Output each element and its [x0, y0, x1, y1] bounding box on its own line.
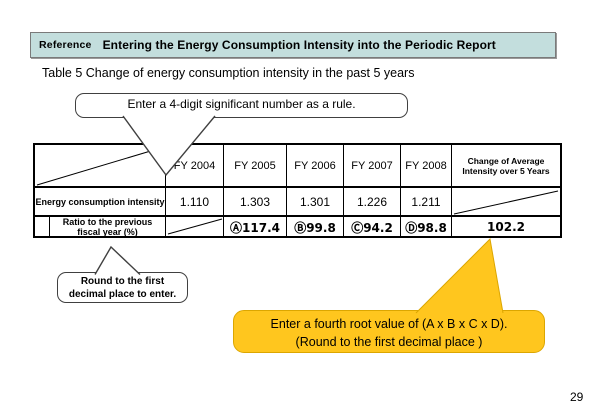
col-header-fy2007: FY 2007 [344, 145, 401, 188]
col-header-change: Change of Average Intensity over 5 Years [452, 145, 560, 188]
callout-fourth-root: Enter a fourth root value of (A x B x C … [233, 310, 545, 353]
intensity-fy2005: 1.303 [224, 188, 287, 217]
intensity-change-blank [452, 188, 560, 217]
ratio-fy2004-blank [166, 217, 224, 237]
page-number: 29 [570, 390, 584, 404]
ratio-fy2008: Ⓓ98.8 [401, 217, 452, 237]
intensity-table: FY 2004 FY 2005 FY 2006 FY 2007 FY 2008 … [33, 143, 562, 238]
callout-round-line1: Round to the first [80, 276, 165, 287]
callout-significant-digits: Enter a 4-digit significant number as a … [75, 93, 408, 118]
intensity-fy2004: 1.110 [166, 188, 224, 217]
ratio-fy2006: Ⓑ99.8 [287, 217, 344, 237]
table-caption: Table 5 Change of energy consumption int… [42, 66, 415, 80]
row-label-ratio-cell: Ratio to the previous fiscal year (%) [35, 217, 166, 237]
callout-fourth-root-line1: Enter a fourth root value of (A x B x C … [270, 317, 508, 331]
ratio-fy2005: Ⓐ117.4 [224, 217, 287, 237]
col-header-fy2006: FY 2006 [287, 145, 344, 188]
reference-title-bar: Reference Entering the Energy Consumptio… [30, 32, 556, 58]
reference-tag: Reference [39, 39, 92, 51]
callout-fourth-root-pointer [415, 237, 504, 314]
col-header-fy2004: FY 2004 [166, 145, 224, 188]
col-header-fy2008: FY 2008 [401, 145, 452, 188]
col-header-fy2005: FY 2005 [224, 145, 287, 188]
ratio-fy2007: Ⓒ94.2 [344, 217, 401, 237]
ratio-subcell [35, 217, 50, 237]
row-label-intensity: Energy consumption intensity [35, 188, 166, 217]
callout-round-line2: decimal place to enter. [68, 289, 177, 300]
intensity-fy2008: 1.211 [401, 188, 452, 217]
intensity-fy2007: 1.226 [344, 188, 401, 217]
intensity-fy2006: 1.301 [287, 188, 344, 217]
table-corner-cell [35, 145, 166, 188]
callout-round-pointer [94, 245, 141, 276]
ratio-change-value: 102.2 [487, 220, 525, 234]
callout-round-decimal: Round to the first decimal place to ente… [57, 272, 188, 303]
slide-title: Entering the Energy Consumption Intensit… [102, 38, 496, 52]
row-label-ratio: Ratio to the previous fiscal year (%) [62, 217, 153, 237]
callout-fourth-root-line2: (Round to the first decimal place ) [295, 335, 483, 349]
